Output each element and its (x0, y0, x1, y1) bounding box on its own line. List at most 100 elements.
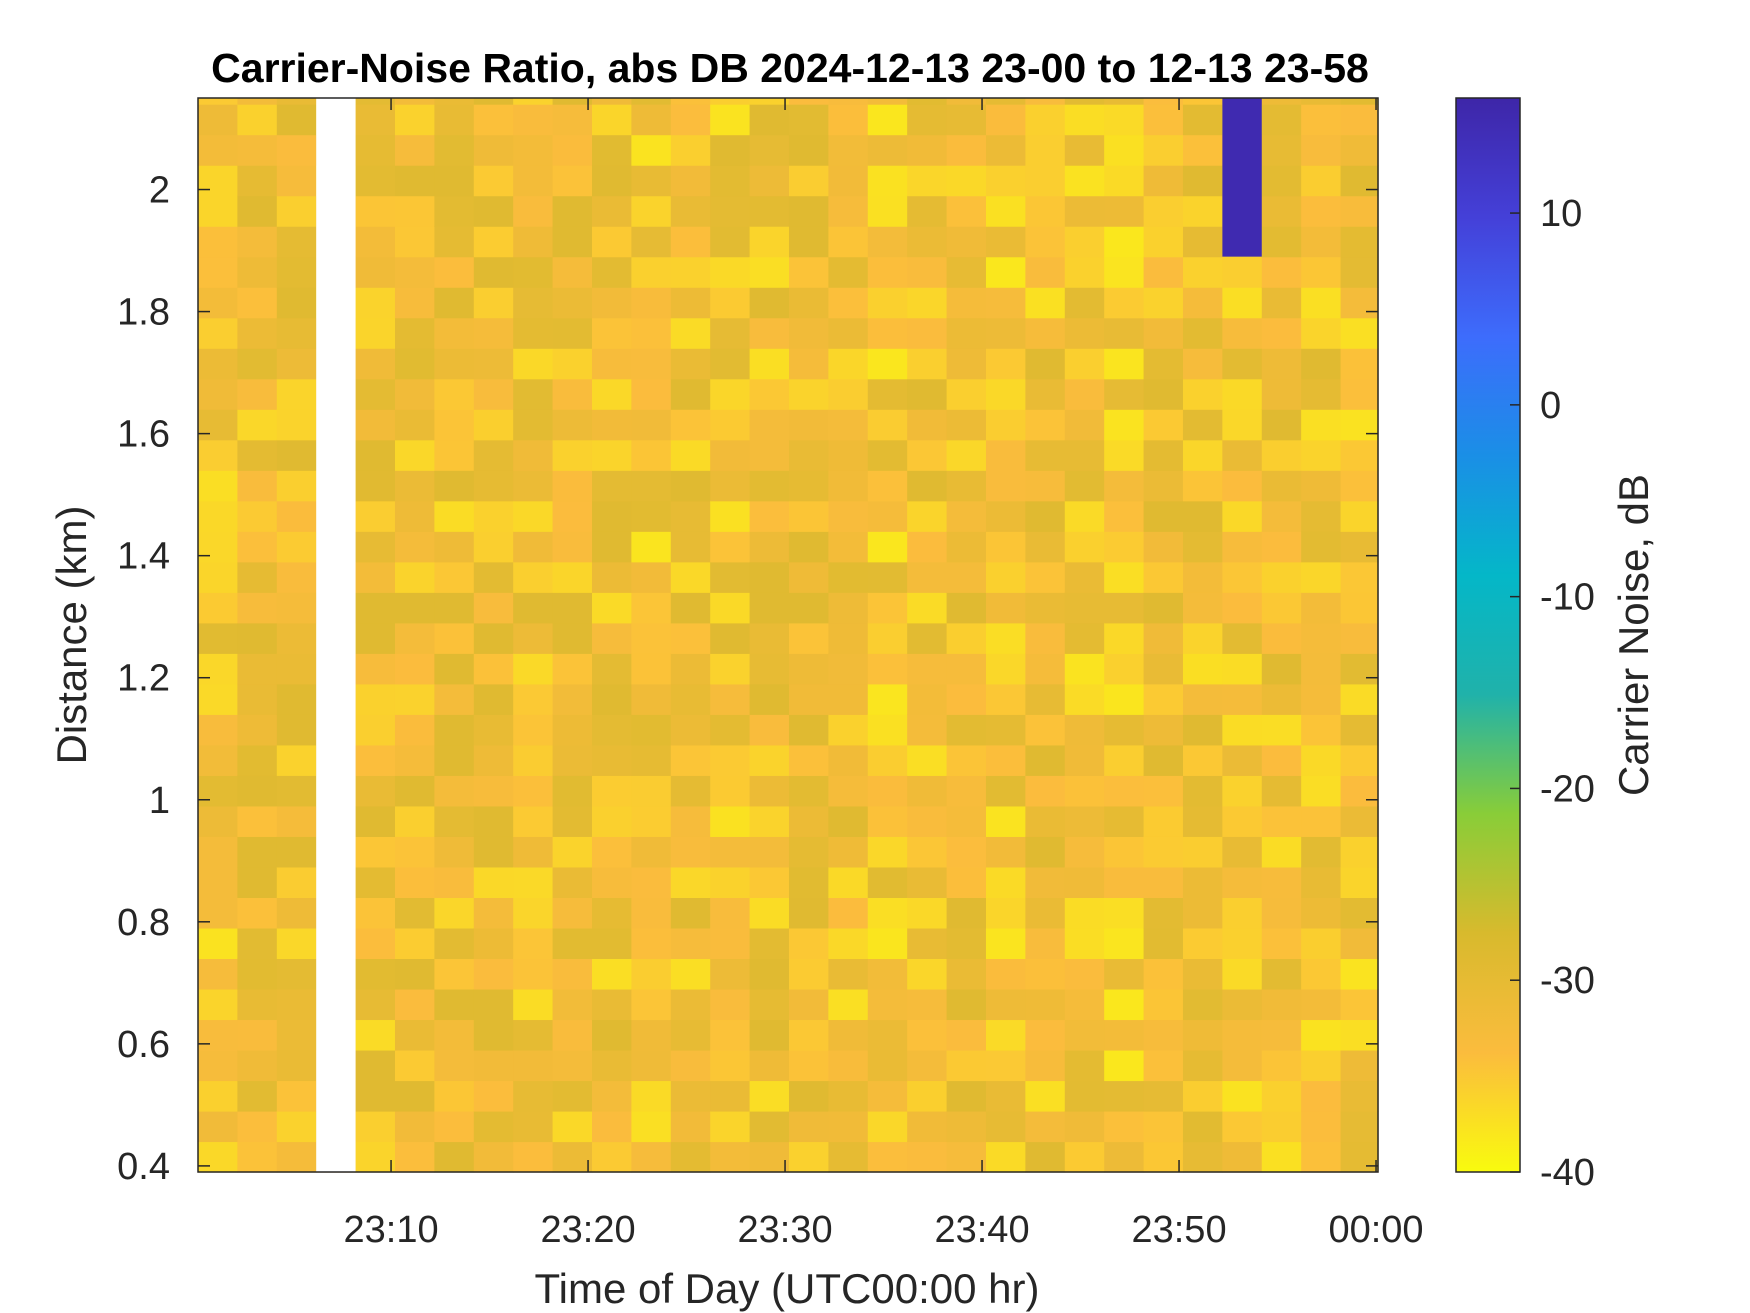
heatmap-cell (946, 683, 987, 715)
y-axis: 0.4 0.6 0.8 1 1.2 1.4 1.6 1.8 2 (117, 170, 1378, 1188)
heatmap-cell (1340, 775, 1379, 807)
heatmap-cell (1182, 775, 1223, 807)
heatmap-cell (1182, 134, 1223, 166)
heatmap-cell (394, 134, 435, 166)
heatmap-cell (1222, 592, 1263, 624)
heatmap-cell (710, 592, 751, 624)
heatmap-cell (276, 317, 317, 349)
heatmap-cell (946, 531, 987, 563)
heatmap-cell (946, 897, 987, 929)
heatmap-cell (867, 1019, 908, 1051)
heatmap-cell (1143, 348, 1184, 380)
heatmap-cell (513, 561, 554, 593)
heatmap-cell (591, 104, 632, 136)
heatmap-cell (1182, 500, 1223, 532)
heatmap-cell (710, 1049, 751, 1082)
heatmap-cell (394, 531, 435, 563)
heatmap-cell (473, 226, 514, 258)
heatmap-cell (434, 500, 475, 532)
heatmap-cell (1064, 958, 1105, 990)
heatmap-cell (1025, 439, 1066, 471)
heatmap-cell (1261, 317, 1302, 349)
heatmap-cell (670, 775, 711, 807)
heatmap-cell (670, 653, 711, 685)
heatmap-cell (1340, 836, 1379, 868)
heatmap-cell (631, 592, 672, 624)
heatmap-cell (513, 348, 554, 380)
heatmap-cell (1340, 226, 1379, 258)
heatmap-cell (1261, 622, 1302, 654)
heatmap-cell (552, 805, 593, 837)
heatmap-cell (907, 897, 948, 929)
heatmap-cell (198, 134, 238, 166)
heatmap-cell (867, 287, 908, 319)
heatmap-cell (591, 958, 632, 990)
heatmap-cell (907, 531, 948, 563)
heatmap-cell (828, 622, 869, 654)
y-tick-label: 2 (149, 170, 170, 212)
heatmap-cell (1104, 836, 1145, 868)
heatmap-cell (946, 98, 987, 105)
heatmap-cell (867, 622, 908, 654)
heatmap-cell (1261, 500, 1302, 532)
heatmap-cell (1340, 531, 1379, 563)
heatmap-cell (513, 988, 554, 1021)
heatmap-cell (198, 1080, 238, 1112)
heatmap-cell (434, 866, 475, 898)
heatmap-cell (1340, 744, 1379, 776)
heatmap-cell (355, 897, 396, 929)
heatmap-cell (1064, 744, 1105, 776)
heatmap-cell (1064, 561, 1105, 593)
heatmap-cell (1025, 226, 1066, 258)
heatmap-cell (513, 409, 554, 441)
heatmap-cell (237, 1110, 278, 1143)
heatmap-cell (1301, 592, 1342, 624)
heatmap-cell (670, 592, 711, 624)
heatmap-cell (434, 98, 475, 105)
heatmap-cell (907, 195, 948, 227)
heatmap-cell (670, 897, 711, 929)
heatmap-cell (1182, 531, 1223, 563)
heatmap-cell (749, 622, 790, 654)
heatmap-cell (1261, 134, 1302, 166)
heatmap-cell (276, 470, 317, 502)
heatmap-cell (1104, 714, 1145, 746)
heatmap-cell (1340, 714, 1379, 746)
heatmap-cell (394, 714, 435, 746)
heatmap-cell (1182, 988, 1223, 1021)
heatmap-cell (355, 409, 396, 441)
heatmap-cell (473, 1080, 514, 1112)
heatmap-cell (355, 622, 396, 654)
heatmap-cell (237, 988, 278, 1021)
heatmap-cell (434, 1049, 475, 1082)
heatmap-cell (394, 1019, 435, 1051)
heatmap-cell (1261, 195, 1302, 227)
heatmap-cell (198, 226, 238, 258)
heatmap-cell (828, 988, 869, 1021)
heatmap-cell (1222, 1049, 1263, 1082)
heatmap-cell (788, 1110, 829, 1143)
heatmap-cell (1301, 256, 1342, 288)
heatmap-cell (907, 1141, 948, 1173)
heatmap-cell (1064, 1019, 1105, 1051)
heatmap-cell (710, 256, 751, 288)
heatmap-cell (670, 988, 711, 1021)
heatmap-cell (276, 439, 317, 471)
heatmap-cell (1340, 256, 1379, 288)
heatmap-cell (434, 409, 475, 441)
heatmap-cell (631, 470, 672, 502)
heatmap-cell (591, 775, 632, 807)
heatmap-cell (1104, 1080, 1145, 1112)
heatmap-cell (1143, 1110, 1184, 1143)
heatmap-cell (237, 439, 278, 471)
heatmap-cell (946, 744, 987, 776)
heatmap-cell (1064, 439, 1105, 471)
heatmap-cell (631, 531, 672, 563)
heatmap-cell (985, 226, 1026, 258)
heatmap-cell (670, 744, 711, 776)
heatmap-cell (1064, 653, 1105, 685)
heatmap-cell (394, 226, 435, 258)
y-tick-label: 1.4 (117, 536, 170, 578)
heatmap-cell (1025, 500, 1066, 532)
y-tick-label: 0.6 (117, 1024, 170, 1066)
